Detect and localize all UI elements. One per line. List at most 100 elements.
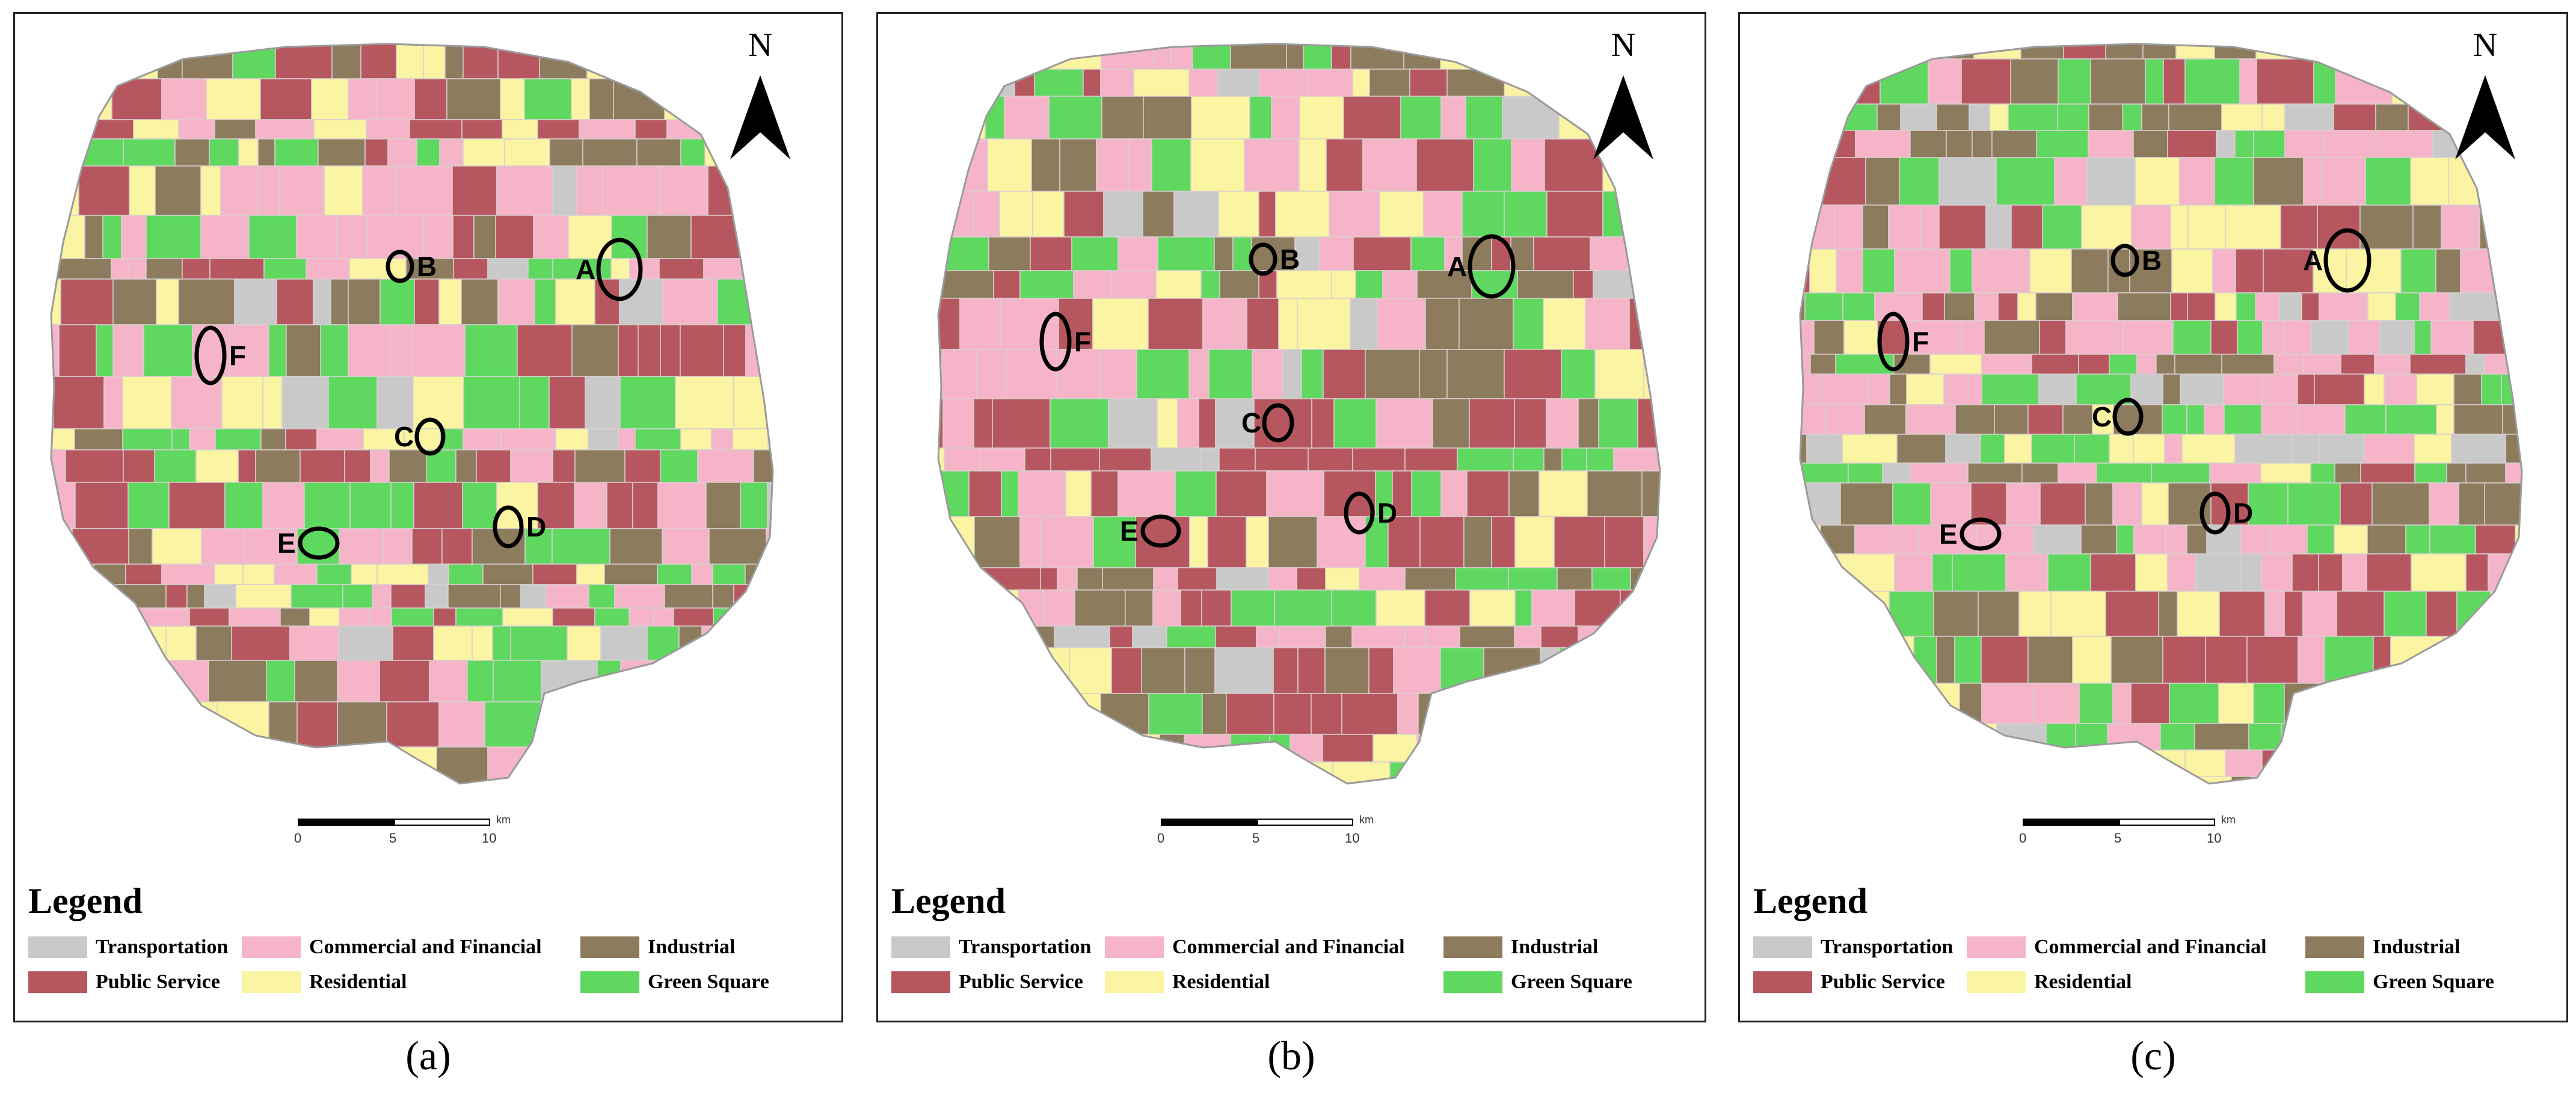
land-use-map: A B C D E F <box>1799 43 2523 785</box>
land-parcel <box>2133 434 2165 464</box>
land-parcel <box>171 376 223 429</box>
land-parcel <box>1376 398 1433 449</box>
land-parcel <box>436 746 488 784</box>
land-parcel <box>214 564 244 585</box>
land-parcel <box>472 528 526 565</box>
land-parcel <box>53 376 105 429</box>
land-parcel <box>2405 524 2430 555</box>
land-parcel <box>2116 524 2135 555</box>
land-parcel <box>1226 693 1274 735</box>
land-parcel <box>594 607 630 627</box>
scale-tick: 5 <box>2114 831 2122 846</box>
land-parcel <box>1318 236 1354 271</box>
land-parcel <box>1359 567 1406 591</box>
land-parcel <box>455 607 503 627</box>
land-parcel <box>1578 398 1599 449</box>
land-parcel <box>209 258 265 280</box>
land-parcel <box>999 191 1033 238</box>
land-parcel <box>2105 591 2159 637</box>
land-parcel <box>1192 44 1231 70</box>
land-parcel <box>1278 298 1298 350</box>
land-parcel <box>2078 354 2110 375</box>
land-parcel <box>1586 447 1614 472</box>
land-parcel <box>390 482 414 529</box>
land-parcel <box>1905 320 1963 355</box>
land-parcel <box>2256 58 2314 105</box>
land-parcel <box>588 428 619 450</box>
land-parcel <box>2270 524 2308 555</box>
land-parcel <box>1419 516 1465 568</box>
land-parcel <box>391 607 434 627</box>
land-parcel <box>1543 298 1586 350</box>
land-parcel <box>1469 398 1515 449</box>
land-parcel <box>123 449 155 483</box>
land-parcel <box>989 44 1048 70</box>
land-parcel <box>2429 482 2459 526</box>
land-parcel <box>1379 191 1424 238</box>
land-parcel <box>717 278 763 325</box>
land-parcel <box>1157 398 1178 449</box>
land-parcel <box>2123 320 2174 355</box>
land-parcel <box>680 428 712 450</box>
land-parcel <box>1271 96 1300 140</box>
land-parcel <box>1141 647 1185 694</box>
land-parcel <box>311 78 349 120</box>
land-parcel <box>463 138 505 167</box>
legend-swatch <box>580 936 639 958</box>
land-parcel <box>992 398 1051 449</box>
land-parcel <box>618 428 636 450</box>
land-parcel <box>1133 69 1190 97</box>
land-parcel <box>2375 103 2409 131</box>
land-parcel <box>366 119 410 140</box>
land-parcel <box>1598 398 1638 449</box>
land-parcel <box>309 607 340 627</box>
land-parcel <box>1416 270 1472 299</box>
land-parcel <box>338 625 393 661</box>
land-parcel <box>1207 516 1247 568</box>
land-parcel <box>390 324 412 377</box>
scale-bar: 0 5 10 km <box>294 814 514 862</box>
land-parcel <box>2367 524 2406 555</box>
land-parcel <box>1899 157 1940 206</box>
land-parcel <box>2214 157 2254 206</box>
land-parcel <box>1054 625 1110 648</box>
land-parcel <box>370 449 390 483</box>
land-parcel <box>232 44 276 79</box>
land-parcel <box>1938 204 1987 250</box>
land-parcel <box>567 625 601 661</box>
land-parcel <box>2458 482 2485 526</box>
land-parcel <box>2221 354 2275 375</box>
land-parcel <box>1200 270 1220 299</box>
land-parcel <box>497 278 535 325</box>
land-parcel <box>1099 349 1137 399</box>
land-parcel <box>611 215 648 259</box>
land-parcel <box>2346 248 2402 293</box>
land-parcel <box>635 428 681 450</box>
land-parcel <box>255 449 301 483</box>
land-parcel <box>767 482 773 529</box>
legend-swatch <box>2305 936 2364 958</box>
land-parcel <box>1019 516 1041 568</box>
land-parcel <box>1425 625 1460 648</box>
land-parcel <box>1218 191 1259 238</box>
land-parcel <box>1559 647 1588 694</box>
land-parcel <box>2054 157 2088 206</box>
land-parcel <box>2017 292 2037 321</box>
legend-label: Industrial <box>2373 936 2461 958</box>
land-parcel <box>1813 320 1845 355</box>
land-parcel <box>446 78 501 120</box>
land-parcel <box>54 258 112 280</box>
land-parcel <box>594 278 620 325</box>
land-parcel <box>2279 292 2302 321</box>
land-parcel <box>614 584 665 609</box>
land-parcel <box>1473 138 1512 192</box>
north-arrow: N <box>1590 27 1656 159</box>
land-parcel <box>123 138 176 167</box>
site-marker-c <box>414 417 446 456</box>
site-label-a: A <box>576 254 595 285</box>
land-parcel <box>973 398 993 449</box>
land-parcel <box>1933 591 1979 637</box>
land-parcel <box>1906 373 1944 405</box>
land-parcel <box>262 376 283 429</box>
land-parcel <box>1177 398 1199 449</box>
